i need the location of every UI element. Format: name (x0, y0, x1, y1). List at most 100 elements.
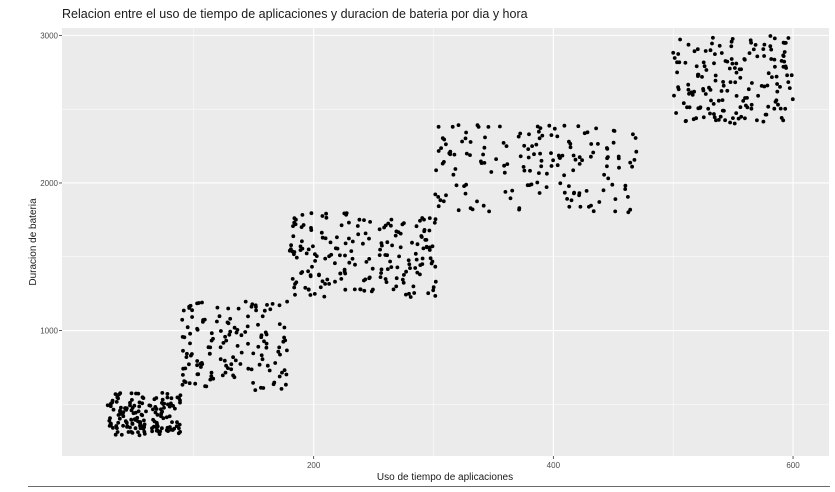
data-point (720, 98, 725, 102)
data-point (783, 41, 788, 45)
data-point (725, 88, 730, 93)
data-point (173, 406, 177, 411)
data-point (278, 352, 282, 357)
data-point (169, 427, 173, 432)
data-point (756, 93, 760, 98)
data-point (562, 123, 567, 128)
data-point (713, 52, 717, 56)
data-point (320, 279, 325, 284)
data-point (573, 157, 578, 162)
data-point (703, 92, 708, 96)
data-point (232, 375, 237, 380)
data-point (314, 254, 319, 258)
data-point (394, 276, 399, 281)
data-point (761, 47, 766, 51)
data-point (215, 305, 220, 310)
data-point (526, 155, 531, 160)
data-point (502, 163, 506, 168)
data-point (350, 239, 355, 244)
data-point (253, 388, 258, 392)
data-point (567, 184, 571, 189)
data-point (732, 121, 737, 126)
data-point (612, 129, 617, 133)
y-tick-label: 2000 (40, 179, 58, 188)
data-point (370, 266, 375, 271)
data-point (304, 251, 309, 256)
data-point (347, 260, 352, 265)
data-point (276, 349, 281, 354)
data-point (280, 370, 284, 375)
data-point (734, 61, 739, 66)
data-point (681, 101, 686, 106)
data-point (562, 173, 566, 178)
data-point (452, 152, 457, 157)
data-point (208, 377, 213, 382)
data-point (576, 124, 581, 129)
data-point (182, 335, 187, 340)
data-point (558, 156, 562, 160)
data-point (585, 130, 590, 135)
data-point (463, 191, 468, 196)
data-point (418, 218, 422, 223)
data-point (691, 117, 696, 122)
data-point (353, 262, 357, 267)
data-point (695, 47, 700, 52)
data-point (154, 420, 159, 425)
data-point (734, 94, 739, 98)
data-point (606, 176, 611, 181)
data-point (518, 154, 523, 159)
data-point (251, 351, 256, 356)
data-point (181, 348, 185, 353)
data-point (232, 325, 237, 330)
data-point (394, 284, 399, 289)
data-point (413, 251, 418, 256)
data-point (567, 204, 572, 209)
data-point (729, 44, 734, 49)
data-point (594, 126, 598, 131)
data-point (694, 64, 699, 69)
data-point (420, 216, 425, 220)
data-point (306, 269, 310, 274)
data-point (783, 106, 788, 111)
data-point (320, 214, 325, 218)
data-point (256, 322, 260, 327)
data-point (733, 66, 737, 70)
data-point (129, 417, 134, 422)
data-point (260, 357, 265, 362)
data-point (427, 216, 432, 221)
data-point (150, 429, 155, 434)
data-point (180, 317, 185, 322)
data-point (391, 287, 396, 292)
data-point (151, 417, 156, 422)
data-point (198, 362, 203, 366)
data-point (421, 246, 426, 251)
data-point (206, 345, 211, 350)
data-point (328, 240, 333, 245)
data-point (572, 190, 576, 195)
data-point (371, 287, 375, 292)
data-point (221, 341, 226, 345)
data-point (284, 372, 289, 377)
data-point (329, 252, 334, 257)
data-point (277, 322, 282, 326)
data-point (741, 99, 746, 103)
data-point (721, 83, 726, 88)
data-point (238, 362, 243, 366)
data-point (404, 292, 408, 297)
data-point (453, 167, 458, 171)
data-point (362, 218, 366, 223)
data-point (108, 416, 112, 420)
data-point (393, 233, 398, 238)
data-point (786, 80, 791, 84)
data-point (436, 124, 441, 129)
data-point (626, 210, 631, 215)
data-point (139, 412, 144, 417)
data-point (544, 185, 549, 190)
data-point (601, 188, 606, 193)
data-point (494, 157, 498, 162)
data-point (613, 197, 618, 202)
data-point (283, 338, 288, 343)
x-tick-label: 600 (786, 461, 800, 470)
data-point (742, 57, 747, 62)
data-point (160, 426, 164, 431)
